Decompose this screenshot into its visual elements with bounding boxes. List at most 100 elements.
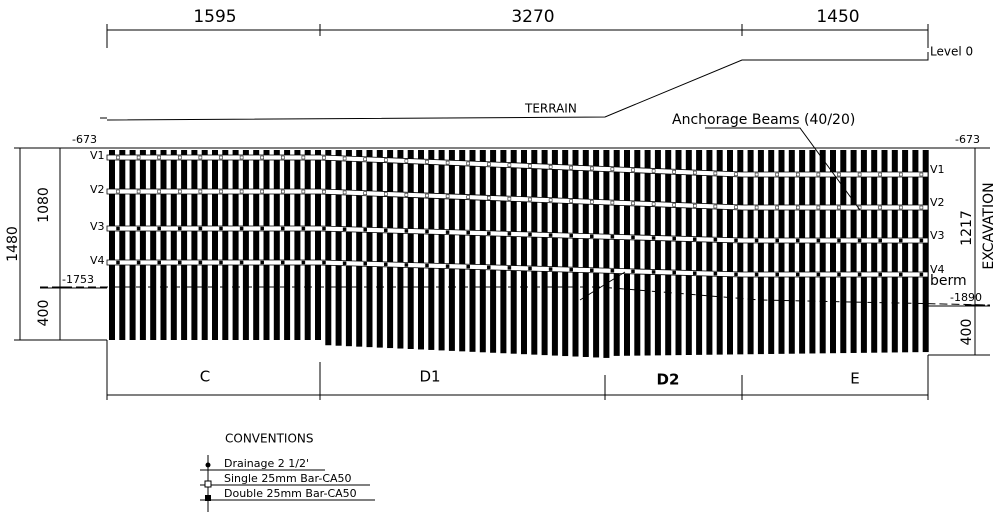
pile bbox=[748, 150, 754, 354]
anchor bbox=[302, 156, 305, 159]
anchor bbox=[858, 239, 861, 242]
anchor bbox=[158, 156, 161, 159]
pile bbox=[243, 150, 249, 340]
elevation: -1890 bbox=[950, 291, 982, 304]
pile bbox=[315, 150, 321, 340]
pile bbox=[181, 150, 187, 340]
anchor bbox=[405, 263, 408, 266]
anchor bbox=[673, 203, 676, 206]
anchor bbox=[899, 239, 902, 242]
legend-symbol bbox=[205, 481, 211, 487]
pile bbox=[377, 150, 383, 348]
pile bbox=[500, 150, 506, 353]
pile bbox=[202, 150, 208, 340]
anchor bbox=[220, 190, 223, 193]
anchor bbox=[735, 239, 738, 242]
anchor bbox=[611, 201, 614, 204]
pile bbox=[871, 150, 877, 353]
anchor bbox=[220, 227, 223, 230]
pile bbox=[603, 150, 609, 358]
anchor bbox=[158, 261, 161, 264]
anchor bbox=[508, 232, 511, 235]
dim-label: 1217 bbox=[959, 210, 975, 246]
pile bbox=[696, 150, 702, 355]
anchor bbox=[858, 173, 861, 176]
pile bbox=[408, 150, 414, 349]
anchor bbox=[199, 156, 202, 159]
pile bbox=[614, 150, 620, 356]
pile bbox=[882, 150, 888, 353]
anchor bbox=[673, 237, 676, 240]
pile bbox=[130, 150, 136, 340]
pile bbox=[624, 150, 630, 356]
anchor bbox=[549, 234, 552, 237]
pile bbox=[119, 150, 125, 340]
anchor bbox=[796, 273, 799, 276]
anchor bbox=[899, 206, 902, 209]
level-label: Level 0 bbox=[930, 45, 973, 59]
anchor bbox=[817, 173, 820, 176]
anchor bbox=[117, 261, 120, 264]
anchor bbox=[487, 266, 490, 269]
anchor bbox=[281, 261, 284, 264]
anchor bbox=[302, 190, 305, 193]
anchor bbox=[529, 164, 532, 167]
beam-label: V2 bbox=[930, 196, 945, 209]
pile bbox=[892, 150, 898, 352]
anchor bbox=[632, 270, 635, 273]
pile bbox=[274, 150, 280, 340]
anchor bbox=[446, 161, 449, 164]
elevation: -673 bbox=[72, 133, 97, 146]
dim-label: 1595 bbox=[193, 7, 236, 27]
pile bbox=[511, 150, 517, 354]
elevation: -673 bbox=[955, 133, 980, 146]
excavation-label: EXCAVATION bbox=[981, 182, 995, 269]
pile bbox=[161, 150, 167, 340]
anchor bbox=[426, 160, 429, 163]
anchor bbox=[632, 202, 635, 205]
pile bbox=[387, 150, 393, 348]
pile bbox=[717, 150, 723, 355]
anchor bbox=[158, 227, 161, 230]
anchor bbox=[508, 197, 511, 200]
anchor bbox=[220, 156, 223, 159]
pile bbox=[645, 150, 651, 356]
anchor bbox=[529, 233, 532, 236]
anchor bbox=[302, 227, 305, 230]
anchor bbox=[343, 262, 346, 265]
anchor bbox=[364, 192, 367, 195]
pile bbox=[779, 150, 785, 354]
anchor bbox=[343, 157, 346, 160]
anchor bbox=[323, 156, 326, 159]
pile bbox=[562, 150, 568, 356]
anchor bbox=[240, 190, 243, 193]
anchor bbox=[796, 239, 799, 242]
anchor bbox=[220, 261, 223, 264]
anchor bbox=[281, 156, 284, 159]
section-label: C bbox=[200, 368, 210, 386]
anchor bbox=[652, 169, 655, 172]
anchor bbox=[405, 159, 408, 162]
anchor bbox=[714, 272, 717, 275]
anchor bbox=[178, 190, 181, 193]
pile bbox=[428, 150, 434, 350]
anchor bbox=[920, 239, 923, 242]
anchor bbox=[199, 261, 202, 264]
anchor bbox=[714, 205, 717, 208]
pile bbox=[820, 150, 826, 353]
anchor bbox=[446, 265, 449, 268]
legend-item: Double 25mm Bar-CA50 bbox=[224, 487, 357, 500]
dim-label: 400 bbox=[36, 300, 52, 327]
anchor bbox=[693, 171, 696, 174]
section-label: D1 bbox=[419, 368, 440, 386]
anchor bbox=[693, 204, 696, 207]
anchor bbox=[652, 270, 655, 273]
dim-label: 1480 bbox=[5, 226, 21, 262]
anchor bbox=[549, 268, 552, 271]
terrain-label: TERRAIN bbox=[524, 102, 577, 116]
pile bbox=[634, 150, 640, 356]
anchor bbox=[549, 165, 552, 168]
anchor bbox=[570, 200, 573, 203]
anchor bbox=[405, 229, 408, 232]
anchor bbox=[384, 192, 387, 195]
